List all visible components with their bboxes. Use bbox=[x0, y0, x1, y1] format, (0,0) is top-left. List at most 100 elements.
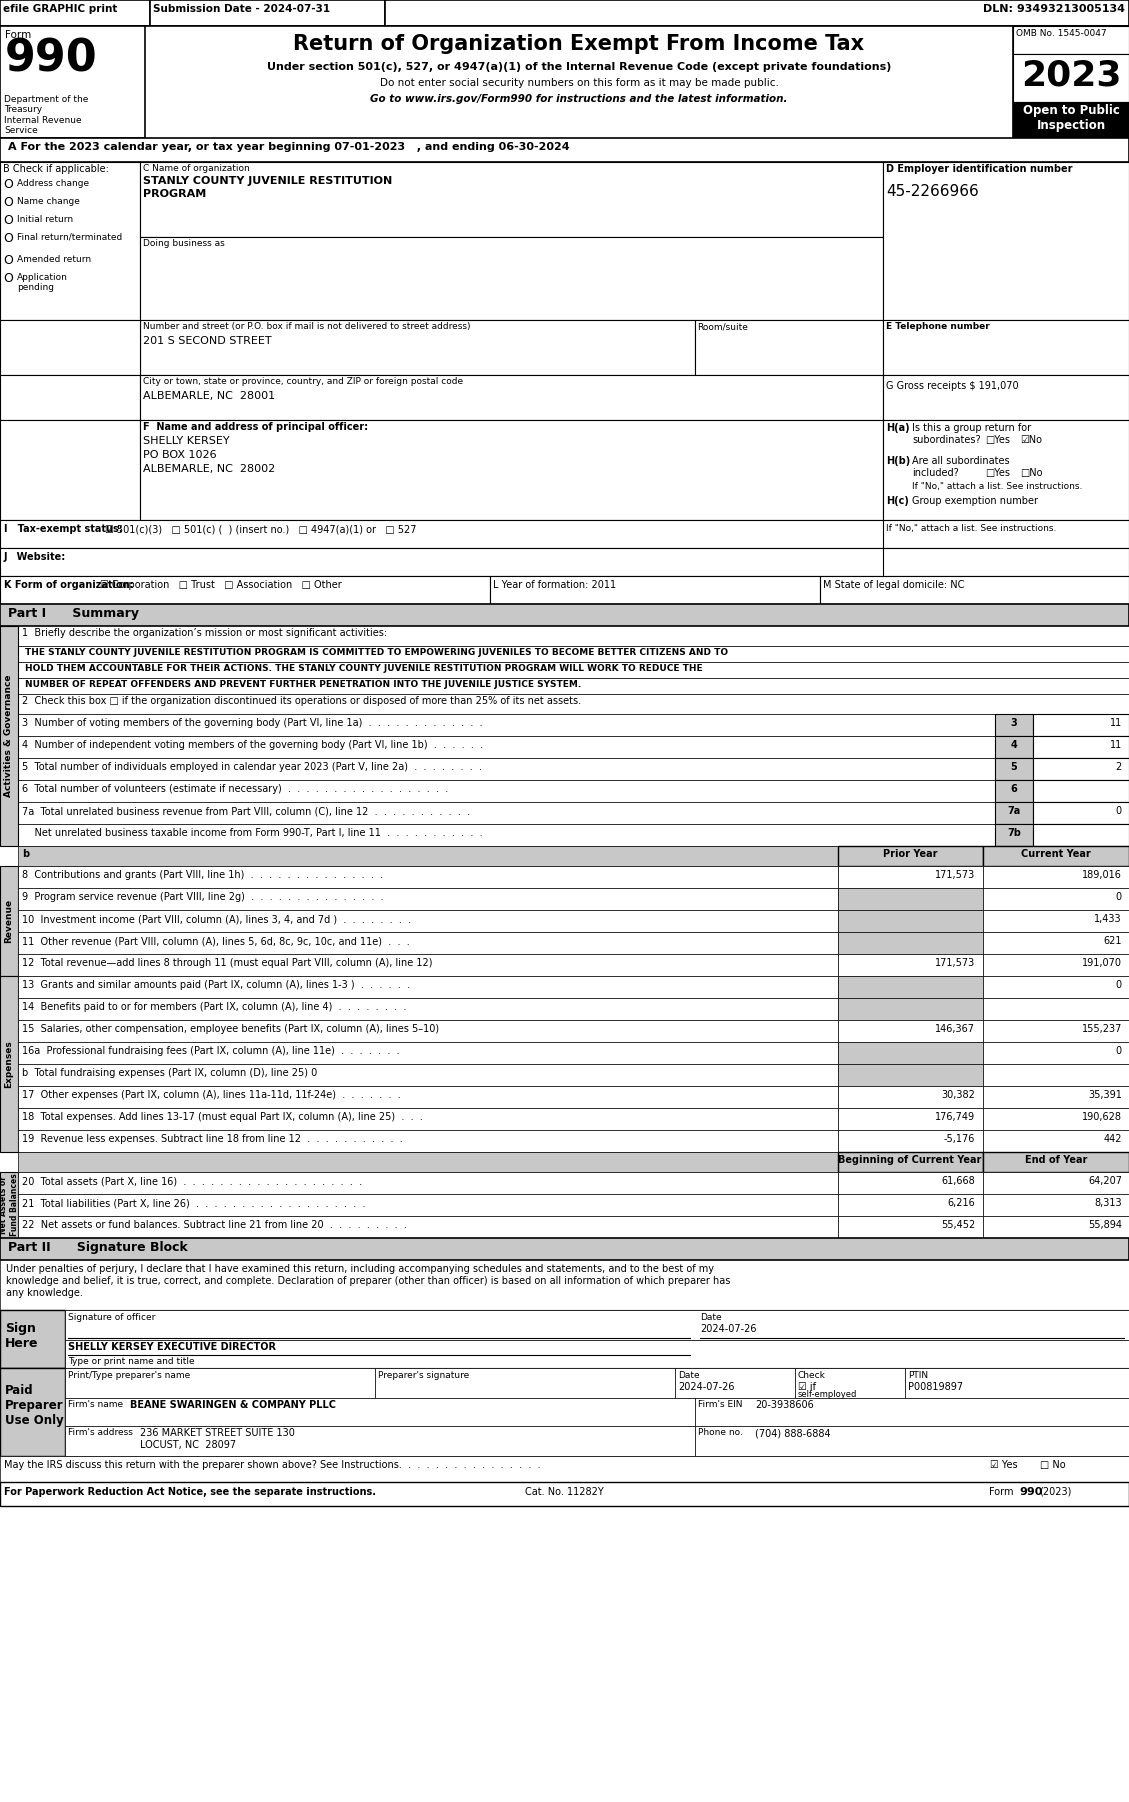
Text: 8,313: 8,313 bbox=[1094, 1198, 1122, 1207]
Text: 55,894: 55,894 bbox=[1088, 1220, 1122, 1231]
Bar bbox=[18, 932, 838, 953]
Text: 0: 0 bbox=[1115, 805, 1122, 816]
Text: For Paperwork Reduction Act Notice, see the separate instructions.: For Paperwork Reduction Act Notice, see … bbox=[5, 1487, 376, 1497]
Bar bbox=[995, 714, 1033, 735]
Bar bbox=[0, 25, 145, 139]
Text: ALBEMARLE, NC  28001: ALBEMARLE, NC 28001 bbox=[143, 391, 275, 402]
Bar bbox=[18, 998, 838, 1020]
Text: 17  Other expenses (Part IX, column (A), lines 11a-11d, 11f-24e)  .  .  .  .  . : 17 Other expenses (Part IX, column (A), … bbox=[21, 1090, 401, 1099]
Text: NUMBER OF REPEAT OFFENDERS AND PREVENT FURTHER PENETRATION INTO THE JUVENILE JUS: NUMBER OF REPEAT OFFENDERS AND PREVENT F… bbox=[25, 679, 581, 688]
Text: 4: 4 bbox=[1010, 741, 1017, 750]
Text: DLN: 93493213005134: DLN: 93493213005134 bbox=[983, 4, 1124, 14]
Bar bbox=[65, 1398, 695, 1425]
Bar bbox=[18, 1171, 838, 1195]
Bar bbox=[883, 162, 1129, 321]
Text: 7b: 7b bbox=[1007, 827, 1021, 838]
Text: 21  Total liabilities (Part X, line 26)  .  .  .  .  .  .  .  .  .  .  .  .  .  : 21 Total liabilities (Part X, line 26) .… bbox=[21, 1198, 366, 1207]
Bar bbox=[983, 1151, 1129, 1171]
Text: BEANE SWARINGEN & COMPANY PLLC: BEANE SWARINGEN & COMPANY PLLC bbox=[130, 1400, 336, 1409]
Text: F  Name and address of principal officer:: F Name and address of principal officer: bbox=[143, 422, 368, 432]
Text: Application
pending: Application pending bbox=[17, 272, 68, 292]
Bar bbox=[18, 1216, 838, 1238]
Text: Is this a group return for: Is this a group return for bbox=[912, 423, 1031, 432]
Text: Activities & Governance: Activities & Governance bbox=[5, 674, 14, 796]
Bar bbox=[18, 802, 995, 824]
Bar bbox=[0, 162, 140, 321]
Text: Address change: Address change bbox=[17, 178, 89, 187]
Text: Prior Year: Prior Year bbox=[883, 849, 937, 860]
Bar bbox=[140, 321, 695, 375]
Bar bbox=[18, 759, 995, 780]
Text: ☑ 501(c)(3)   □ 501(c) (  ) (insert no.)   □ 4947(a)(1) or   □ 527: ☑ 501(c)(3) □ 501(c) ( ) (insert no.) □ … bbox=[105, 524, 417, 533]
Text: 190,628: 190,628 bbox=[1082, 1112, 1122, 1123]
Bar bbox=[18, 1108, 838, 1130]
Text: 8  Contributions and grants (Part VIII, line 1h)  .  .  .  .  .  .  .  .  .  .  : 8 Contributions and grants (Part VIII, l… bbox=[21, 870, 383, 879]
Text: 35,391: 35,391 bbox=[1088, 1090, 1122, 1099]
Bar bbox=[0, 0, 150, 25]
Bar bbox=[983, 1108, 1129, 1130]
Text: Form: Form bbox=[989, 1487, 1016, 1497]
Text: Date: Date bbox=[679, 1371, 700, 1380]
Text: 7a  Total unrelated business revenue from Part VIII, column (C), line 12  .  .  : 7a Total unrelated business revenue from… bbox=[21, 805, 470, 816]
Bar bbox=[0, 0, 1129, 25]
Text: b  Total fundraising expenses (Part IX, column (D), line 25) 0: b Total fundraising expenses (Part IX, c… bbox=[21, 1069, 317, 1078]
Text: 55,452: 55,452 bbox=[940, 1220, 975, 1231]
Bar bbox=[1033, 714, 1129, 735]
Bar bbox=[18, 1087, 838, 1108]
Text: If "No," attach a list. See instructions.: If "No," attach a list. See instructions… bbox=[912, 481, 1083, 490]
Text: efile GRAPHIC print: efile GRAPHIC print bbox=[3, 4, 117, 14]
Bar bbox=[838, 1171, 983, 1195]
Bar bbox=[995, 759, 1033, 780]
Text: If "No," attach a list. See instructions.: If "No," attach a list. See instructions… bbox=[886, 524, 1057, 533]
Text: 3  Number of voting members of the governing body (Part VI, line 1a)  .  .  .  .: 3 Number of voting members of the govern… bbox=[21, 717, 482, 728]
Bar bbox=[18, 625, 1129, 645]
Text: ALBEMARLE, NC  28002: ALBEMARLE, NC 28002 bbox=[143, 463, 275, 474]
Text: □Yes: □Yes bbox=[984, 434, 1010, 445]
Text: Name change: Name change bbox=[17, 196, 80, 205]
Text: E Telephone number: E Telephone number bbox=[886, 323, 990, 332]
Text: 990: 990 bbox=[5, 38, 98, 81]
Text: Net Assets or
Fund Balances: Net Assets or Fund Balances bbox=[0, 1173, 19, 1236]
Text: 6  Total number of volunteers (estimate if necessary)  .  .  .  .  .  .  .  .  .: 6 Total number of volunteers (estimate i… bbox=[21, 784, 448, 795]
Text: 30,382: 30,382 bbox=[942, 1090, 975, 1099]
Text: Do not enter social security numbers on this form as it may be made public.: Do not enter social security numbers on … bbox=[379, 77, 778, 88]
Text: O: O bbox=[3, 214, 12, 227]
Bar bbox=[140, 375, 883, 420]
Text: Amended return: Amended return bbox=[17, 256, 91, 265]
Text: ☑ Yes: ☑ Yes bbox=[990, 1460, 1017, 1470]
Bar bbox=[1033, 735, 1129, 759]
Text: Go to www.irs.gov/Form990 for instructions and the latest information.: Go to www.irs.gov/Form990 for instructio… bbox=[370, 94, 788, 105]
Text: Under section 501(c), 527, or 4947(a)(1) of the Internal Revenue Code (except pr: Under section 501(c), 527, or 4947(a)(1)… bbox=[266, 61, 891, 72]
Bar bbox=[18, 714, 995, 735]
Bar bbox=[983, 1216, 1129, 1238]
Bar bbox=[0, 548, 1129, 577]
Text: □No: □No bbox=[1019, 469, 1042, 478]
Text: -5,176: -5,176 bbox=[944, 1133, 975, 1144]
Bar bbox=[983, 1087, 1129, 1108]
Text: A For the 2023 calendar year, or tax year beginning 07-01-2023   , and ending 06: A For the 2023 calendar year, or tax yea… bbox=[8, 142, 570, 151]
Bar bbox=[695, 1398, 1129, 1425]
Bar bbox=[838, 1151, 983, 1171]
Text: 12  Total revenue—add lines 8 through 11 (must equal Part VIII, column (A), line: 12 Total revenue—add lines 8 through 11 … bbox=[21, 959, 432, 968]
Text: C Name of organization: C Name of organization bbox=[143, 164, 250, 173]
Bar bbox=[0, 521, 1129, 548]
Text: Signature of officer: Signature of officer bbox=[68, 1314, 156, 1323]
Bar bbox=[795, 1368, 905, 1398]
Text: Number and street (or P.O. box if mail is not delivered to street address): Number and street (or P.O. box if mail i… bbox=[143, 323, 471, 332]
Bar bbox=[820, 577, 1129, 604]
Bar bbox=[18, 824, 995, 845]
Bar bbox=[838, 998, 983, 1020]
Bar bbox=[0, 321, 140, 375]
Bar bbox=[983, 1042, 1129, 1063]
Bar bbox=[18, 1020, 838, 1042]
Bar bbox=[883, 321, 1129, 375]
Text: 176,749: 176,749 bbox=[935, 1112, 975, 1123]
Bar bbox=[0, 604, 1129, 625]
Text: 4  Number of independent voting members of the governing body (Part VI, line 1b): 4 Number of independent voting members o… bbox=[21, 741, 483, 750]
Bar bbox=[375, 1368, 675, 1398]
Bar bbox=[983, 953, 1129, 977]
Text: 5  Total number of individuals employed in calendar year 2023 (Part V, line 2a) : 5 Total number of individuals employed i… bbox=[21, 762, 482, 771]
Bar bbox=[18, 1151, 838, 1171]
Bar bbox=[140, 238, 883, 321]
Bar bbox=[145, 25, 1013, 139]
